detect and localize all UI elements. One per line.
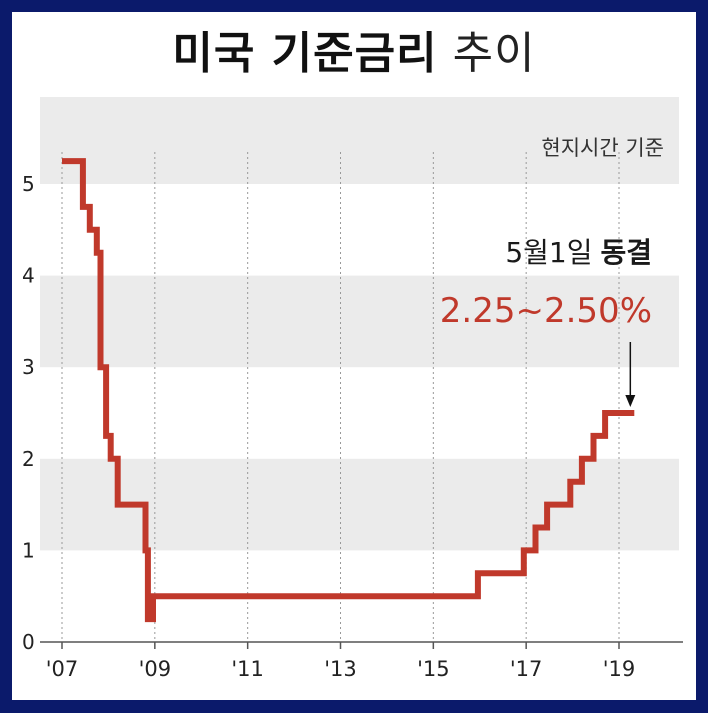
annotation-arrow-head	[625, 395, 636, 407]
x-tick-label: '17	[510, 657, 543, 681]
rate-chart: 0 1 2 3 4 5 '07 '09 '11 '13 '15 '17 '19 현지시간 기준 5월1…	[22, 97, 683, 681]
chart-frame: 미국 기준금리 추이 0 1 2 3 4 5 '07 '09 '11 '13 '15 '17 '19 …	[12, 12, 696, 700]
y-tick-label: 4	[22, 264, 35, 288]
annotation-date: 5월1일	[505, 236, 592, 269]
x-axis	[40, 641, 683, 649]
chart-title: 미국 기준금리 추이	[12, 28, 696, 80]
x-tick-label: '19	[603, 657, 636, 681]
x-tick-label: '13	[324, 657, 357, 681]
grid-band	[40, 97, 679, 184]
y-tick-label: 3	[22, 355, 35, 379]
x-tick-label: '07	[46, 657, 79, 681]
vertical-gridlines	[61, 151, 620, 642]
x-tick-label: '15	[417, 657, 450, 681]
rate-series-line	[62, 158, 635, 623]
x-tick-label: '09	[139, 657, 172, 681]
y-tick-label: 1	[22, 538, 35, 562]
annotation-action: 동결	[600, 236, 652, 269]
annotation-arrow	[625, 342, 636, 407]
chart-title-suffix: 추이	[452, 28, 536, 79]
grid-band	[40, 275, 679, 368]
y-tick-label: 5	[22, 172, 35, 196]
y-tick-labels: 0 1 2 3 4 5	[22, 172, 35, 654]
annotation-date-label: 5월1일 동결	[505, 236, 652, 269]
y-tick-label: 0	[22, 630, 35, 654]
y-tick-label: 2	[22, 447, 35, 471]
annotation-rate: 2.25~2.50%	[440, 291, 652, 331]
chart-title-main: 미국 기준금리	[172, 28, 438, 79]
x-tick-label: '11	[231, 657, 264, 681]
timezone-note: 현지시간 기준	[541, 136, 664, 160]
x-tick-labels: '07 '09 '11 '13 '15 '17 '19	[46, 657, 636, 681]
